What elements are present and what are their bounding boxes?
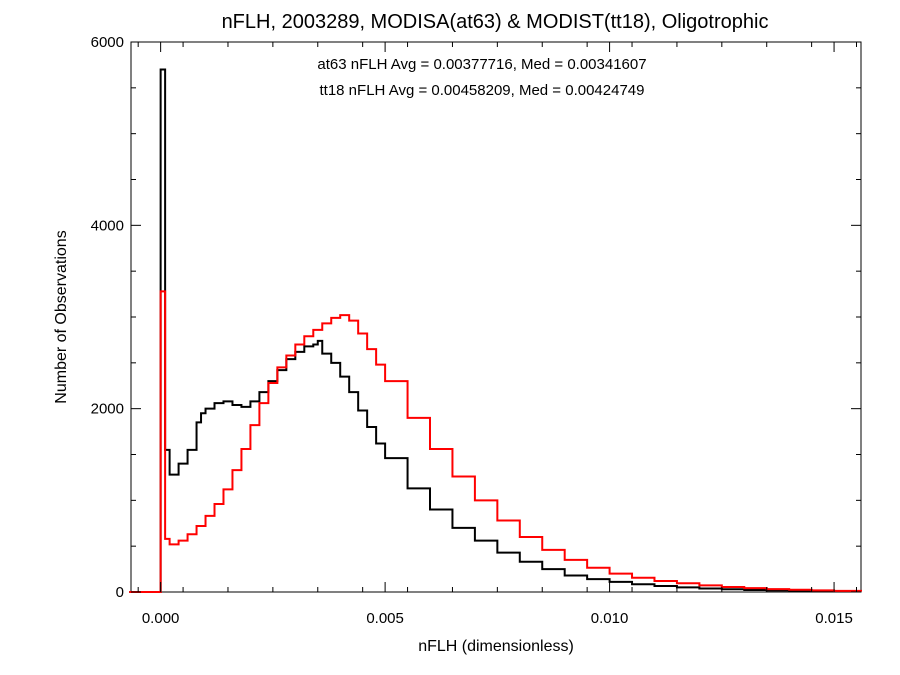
y-tick-label: 2000 [91,401,124,418]
x-tick-label: 0.010 [591,610,629,627]
annotation-at63-stats: at63 nFLH Avg = 0.00377716, Med = 0.0034… [317,56,646,73]
x-tick-label: 0.015 [815,610,853,627]
plot-frame [130,41,862,593]
ticks-layer: 0.000 0.005 0.010 0.015 0 2000 4000 6000 [91,34,861,627]
x-tick-label: 0.000 [142,610,180,627]
y-tick-label: 4000 [91,217,124,234]
chart-title: nFLH, 2003289, MODISA(at63) & MODIST(tt1… [222,11,769,33]
y-tick-label: 0 [116,584,124,601]
x-axis-label: nFLH (dimensionless) [418,638,574,655]
x-tick-label: 0.005 [366,610,404,627]
annotation-tt18-stats: tt18 nFLH Avg = 0.00458209, Med = 0.0042… [320,82,645,99]
series-line-1 [129,290,862,593]
y-tick-label: 6000 [91,34,124,51]
series-layer [129,68,862,593]
series-line-0 [129,68,862,593]
y-axis-label: Number of Observations [53,230,70,403]
